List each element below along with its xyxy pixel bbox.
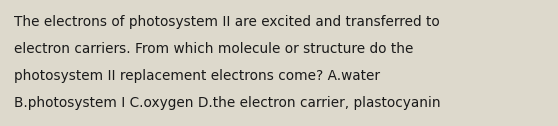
Text: electron carriers. From which molecule or structure do the: electron carriers. From which molecule o… bbox=[14, 42, 413, 56]
Text: The electrons of photosystem II are excited and transferred to: The electrons of photosystem II are exci… bbox=[14, 15, 440, 29]
Text: B.photosystem I C.oxygen D.the electron carrier, plastocyanin: B.photosystem I C.oxygen D.the electron … bbox=[14, 96, 441, 110]
Text: photosystem II replacement electrons come? A.water: photosystem II replacement electrons com… bbox=[14, 69, 380, 83]
